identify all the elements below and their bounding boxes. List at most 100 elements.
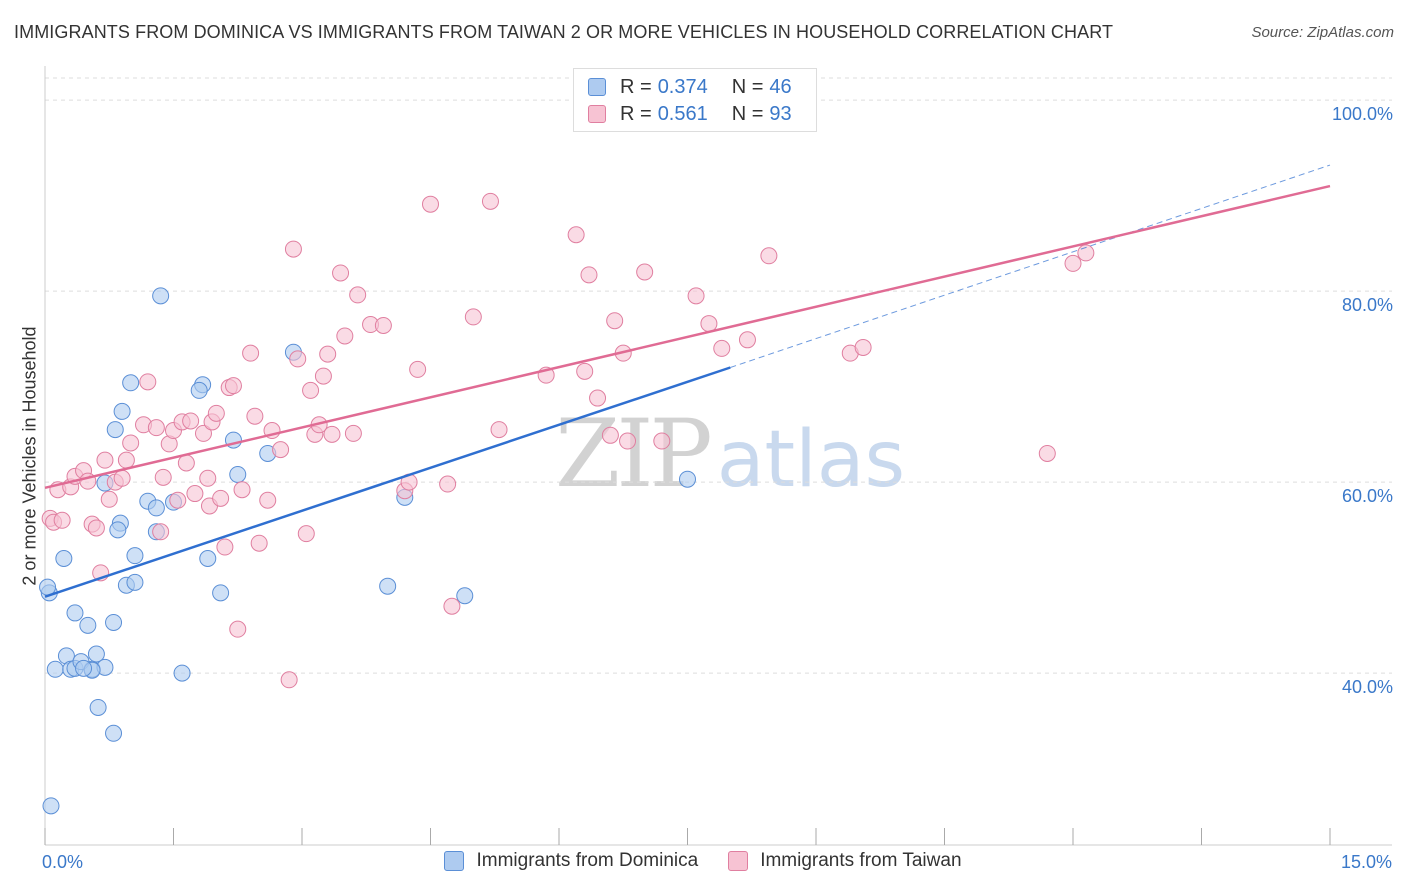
taiwan-point xyxy=(280,671,298,689)
legend-row-dominica: R = 0.374 N = 46 xyxy=(588,74,792,100)
taiwan-point xyxy=(319,345,337,363)
taiwan-point xyxy=(422,195,439,213)
dominica-point xyxy=(199,550,217,567)
taiwan-point xyxy=(687,287,705,305)
dominica-trend-extension xyxy=(730,164,1331,368)
legend-r-value-dominica: 0.374 xyxy=(657,75,708,98)
dominica-point xyxy=(105,724,123,742)
taiwan-point xyxy=(601,426,619,444)
taiwan-point xyxy=(147,419,165,437)
taiwan-point xyxy=(580,266,598,284)
dominica-point xyxy=(456,587,474,605)
chart-source[interactable]: Source: ZipAtlas.com xyxy=(1251,24,1394,41)
trend-layer xyxy=(44,164,1331,598)
dominica-point xyxy=(109,521,127,539)
y-tick-label: 60.0% xyxy=(1342,486,1393,506)
dominica-point xyxy=(173,664,191,682)
taiwan-point xyxy=(53,511,71,529)
taiwan-point xyxy=(336,327,354,345)
dominica-point xyxy=(79,616,97,634)
dominica-point xyxy=(152,287,170,305)
taiwan-point xyxy=(233,481,251,499)
legend-r-label: R = xyxy=(620,75,652,98)
taiwan-point xyxy=(567,226,585,244)
taiwan-point xyxy=(122,434,140,452)
legend-r-label: R = xyxy=(620,102,652,125)
axis-layer xyxy=(44,66,1392,846)
taiwan-point xyxy=(1038,444,1056,462)
taiwan-point xyxy=(224,377,242,395)
bottom-legend-swatch-taiwan xyxy=(728,851,749,871)
taiwan-point xyxy=(297,525,315,543)
taiwan-points xyxy=(41,91,1095,689)
taiwan-point xyxy=(96,451,114,469)
taiwan-point xyxy=(246,407,264,425)
taiwan-point xyxy=(207,404,225,422)
dominica-point xyxy=(106,421,124,439)
taiwan-point xyxy=(332,264,350,282)
taiwan-point xyxy=(854,338,872,356)
dominica-points xyxy=(39,287,696,815)
dominica-point xyxy=(66,604,84,622)
taiwan-point xyxy=(349,286,367,304)
taiwan-point xyxy=(409,360,427,378)
taiwan-point xyxy=(314,367,332,385)
tick-label-layer: 40.0% 60.0% 80.0% 100.0% xyxy=(1332,104,1393,697)
taiwan-point xyxy=(284,240,302,258)
taiwan-point xyxy=(154,468,172,486)
taiwan-point xyxy=(374,316,392,334)
taiwan-point xyxy=(194,424,212,442)
taiwan-point xyxy=(443,597,461,615)
taiwan-point xyxy=(713,339,731,357)
bottom-legend-label-dominica: Immigrants from Dominica xyxy=(476,850,699,871)
taiwan-point xyxy=(636,263,654,281)
chart-title: IMMIGRANTS FROM DOMINICA VS IMMIGRANTS F… xyxy=(14,22,1114,42)
taiwan-point xyxy=(259,491,277,509)
taiwan-point xyxy=(606,312,624,330)
taiwan-point xyxy=(117,451,135,469)
dominica-point xyxy=(229,465,247,483)
taiwan-point xyxy=(186,485,204,503)
taiwan-point xyxy=(738,331,756,349)
y-tick-label: 80.0% xyxy=(1342,295,1393,315)
taiwan-point xyxy=(490,421,508,439)
legend-r-value-taiwan: 0.561 xyxy=(657,102,708,125)
bottom-legend-label-taiwan: Immigrants from Taiwan xyxy=(760,850,962,871)
taiwan-point xyxy=(212,489,230,507)
x-tick-label-max: 15.0% xyxy=(1340,852,1392,872)
taiwan-point xyxy=(589,389,607,407)
taiwan-point xyxy=(653,432,671,450)
bottom-legend-item-dominica[interactable]: Immigrants from Dominica xyxy=(444,850,698,872)
taiwan-point xyxy=(344,424,362,442)
legend-row-taiwan: R = 0.561 N = 93 xyxy=(588,101,792,127)
bottom-legend: Immigrants from Dominica Immigrants from… xyxy=(0,850,1406,872)
taiwan-point xyxy=(199,469,217,487)
taiwan-point xyxy=(242,344,260,362)
y-axis-label: 2 or more Vehicles in Household xyxy=(19,326,40,586)
taiwan-point xyxy=(700,315,718,333)
taiwan-point xyxy=(152,523,170,541)
legend-n-value-dominica: 46 xyxy=(769,75,792,98)
bottom-legend-swatch-dominica xyxy=(444,851,465,871)
bottom-legend-item-taiwan[interactable]: Immigrants from Taiwan xyxy=(728,850,962,872)
dominica-point xyxy=(122,374,140,392)
taiwan-point xyxy=(272,441,290,459)
dominica-point xyxy=(105,613,123,631)
taiwan-point xyxy=(1064,254,1082,272)
legend-box: R = 0.374 N = 46 R = 0.561 N = 93 xyxy=(573,68,817,132)
dominica-point xyxy=(87,645,105,663)
taiwan-point xyxy=(760,247,778,265)
legend-n-value-taiwan: 93 xyxy=(769,102,792,125)
dominica-point xyxy=(75,659,93,677)
dominica-point xyxy=(147,499,165,517)
legend-n-label: N = xyxy=(731,75,764,98)
dominica-point xyxy=(113,402,131,420)
taiwan-point xyxy=(229,620,247,638)
legend-n-label: N = xyxy=(731,102,764,125)
dominica-point xyxy=(679,470,696,488)
taiwan-point xyxy=(113,469,131,487)
legend-swatch-dominica xyxy=(588,78,606,96)
dominica-point xyxy=(126,573,144,591)
taiwan-point xyxy=(182,412,200,430)
taiwan-point xyxy=(250,534,268,552)
